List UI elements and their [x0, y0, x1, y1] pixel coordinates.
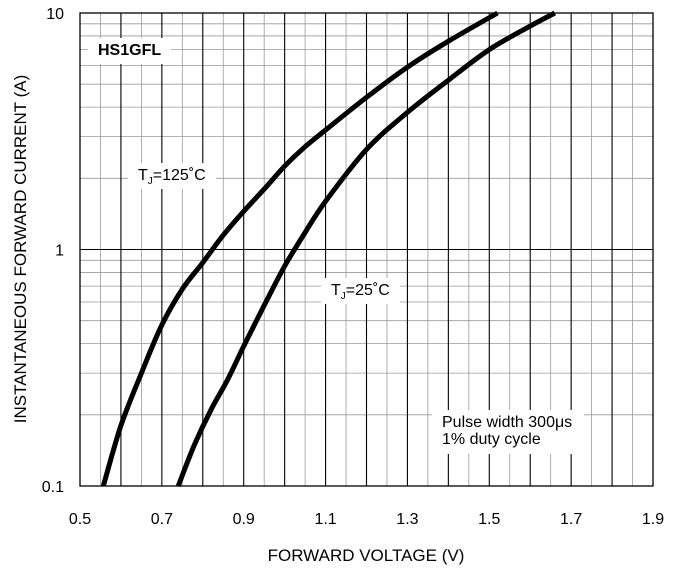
duty-cycle-text: 1% duty cycle	[442, 431, 541, 448]
curves	[100, 10, 556, 487]
pulse-width-text: Pulse width 300μs	[442, 414, 573, 431]
plot-frame	[79, 12, 654, 487]
x-axis-title: FORWARD VOLTAGE (V)	[268, 546, 465, 565]
x-tick-label: 0.7	[151, 511, 173, 528]
x-tick-label: 1.7	[560, 511, 582, 528]
x-tick-label: 0.9	[233, 511, 255, 528]
x-tick-label: 1.3	[396, 511, 418, 528]
y-tick-labels: 0.1 1 10	[42, 6, 64, 496]
y-tick-label: 1	[55, 243, 64, 260]
curve-tj-25	[175, 10, 556, 487]
series-label-tj-25: TJ=25˚C	[321, 278, 400, 304]
y-axis-title: INSTANTANEOUS FORWARD CURRENT (A)	[11, 75, 30, 424]
x-tick-label: 0.5	[69, 511, 91, 528]
x-tick-labels: 0.5 0.7 0.9 1.1 1.3 1.5 1.7 1.9	[69, 511, 664, 528]
x-tick-label: 1.9	[642, 511, 664, 528]
test-condition-note: Pulse width 300μs 1% duty cycle	[432, 410, 585, 454]
series-label-tj-125: TJ=125˚C	[128, 163, 216, 189]
model-label: HS1GFL	[88, 38, 172, 64]
curve-tj-125	[100, 10, 499, 487]
y-tick-label: 10	[46, 6, 64, 23]
x-tick-label: 1.5	[478, 511, 500, 528]
x-tick-label: 1.1	[314, 511, 336, 528]
y-tick-label: 0.1	[42, 479, 64, 496]
major-grid	[80, 13, 653, 486]
